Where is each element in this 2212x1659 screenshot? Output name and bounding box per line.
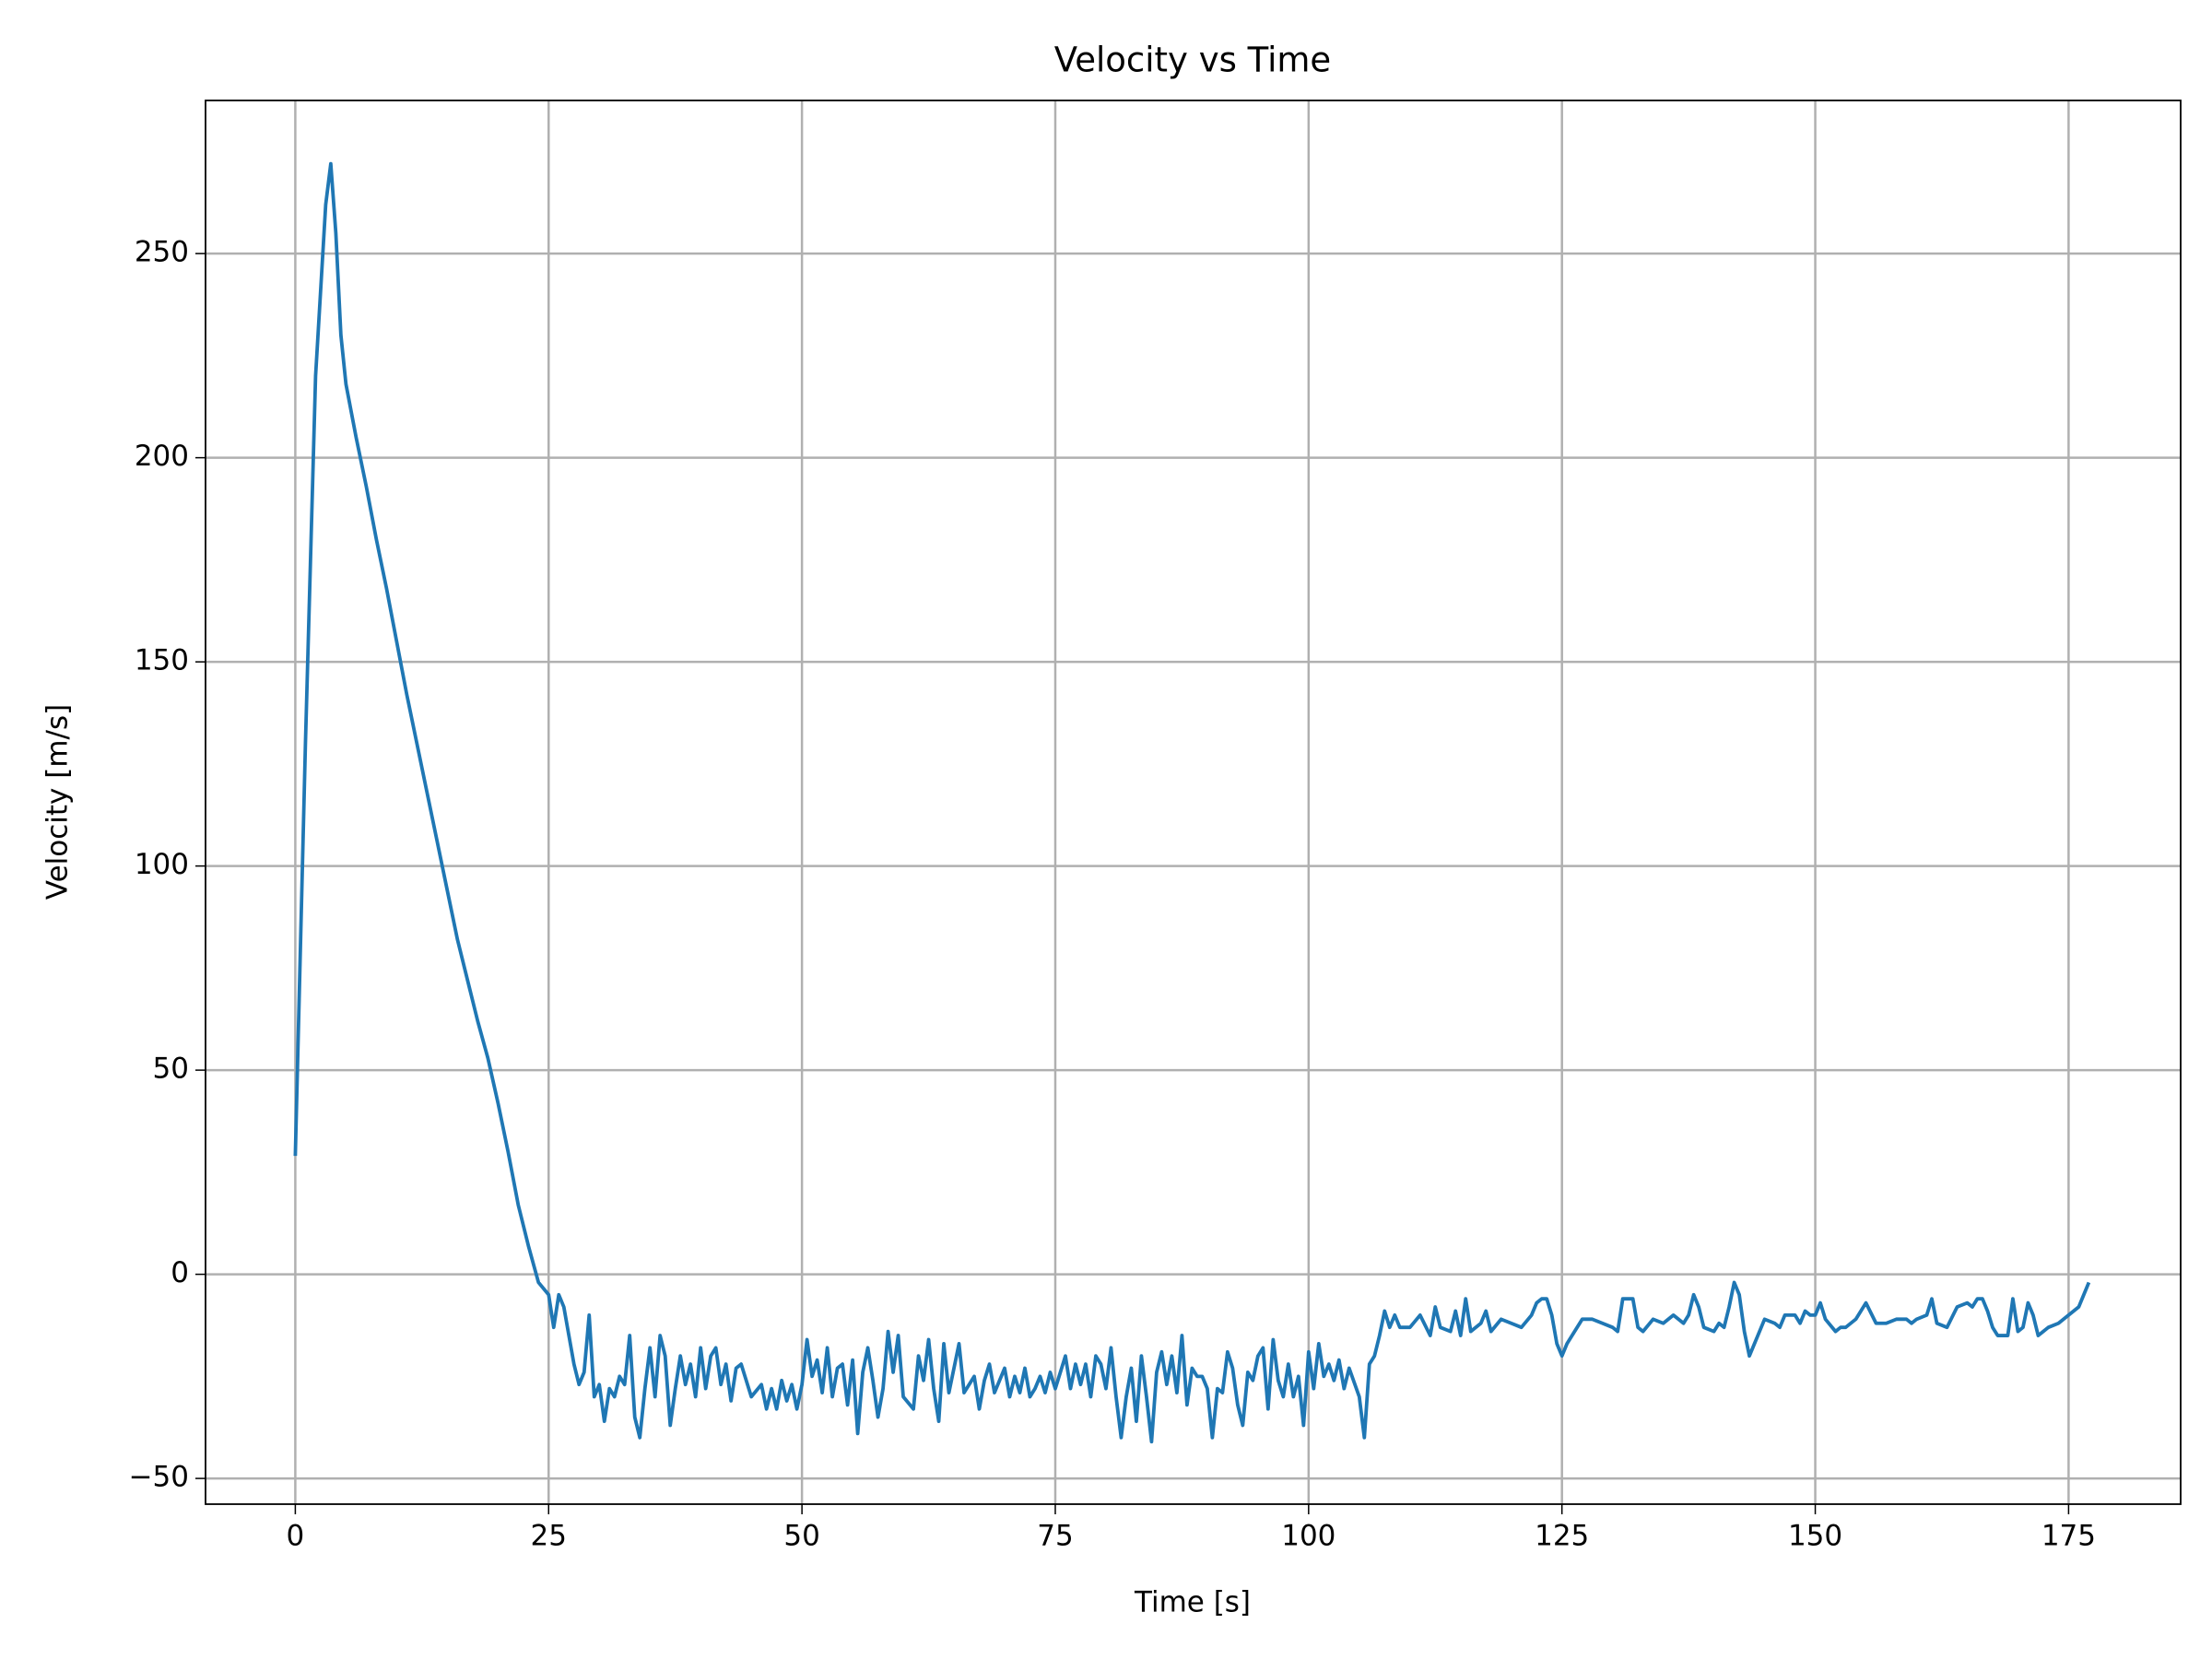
x-tick-label: 150: [1788, 1520, 1842, 1553]
x-tick-label: 25: [531, 1520, 567, 1553]
y-tick-label: 150: [135, 644, 189, 677]
x-tick-label: 75: [1037, 1520, 1073, 1553]
y-tick-label: 0: [171, 1256, 189, 1289]
x-tick-label: 175: [2041, 1520, 2096, 1553]
y-axis-label: Velocity [m/s]: [41, 704, 75, 900]
x-tick-label: 0: [287, 1520, 305, 1553]
plot-frame: [205, 100, 2182, 1505]
x-tick-label: 50: [783, 1520, 819, 1553]
x-tick-label: 100: [1281, 1520, 1335, 1553]
data-line: [293, 161, 2091, 1444]
x-axis-label: Time [s]: [1134, 1586, 1251, 1619]
y-tick-label: 100: [135, 848, 189, 881]
x-tick-label: 125: [1535, 1520, 1589, 1553]
y-tick-label: 50: [153, 1053, 189, 1086]
y-tick-label: 200: [135, 440, 189, 473]
y-tick-label: 250: [135, 236, 189, 269]
y-tick-label: −50: [129, 1461, 189, 1494]
chart-title: Velocity vs Time: [1054, 41, 1331, 80]
